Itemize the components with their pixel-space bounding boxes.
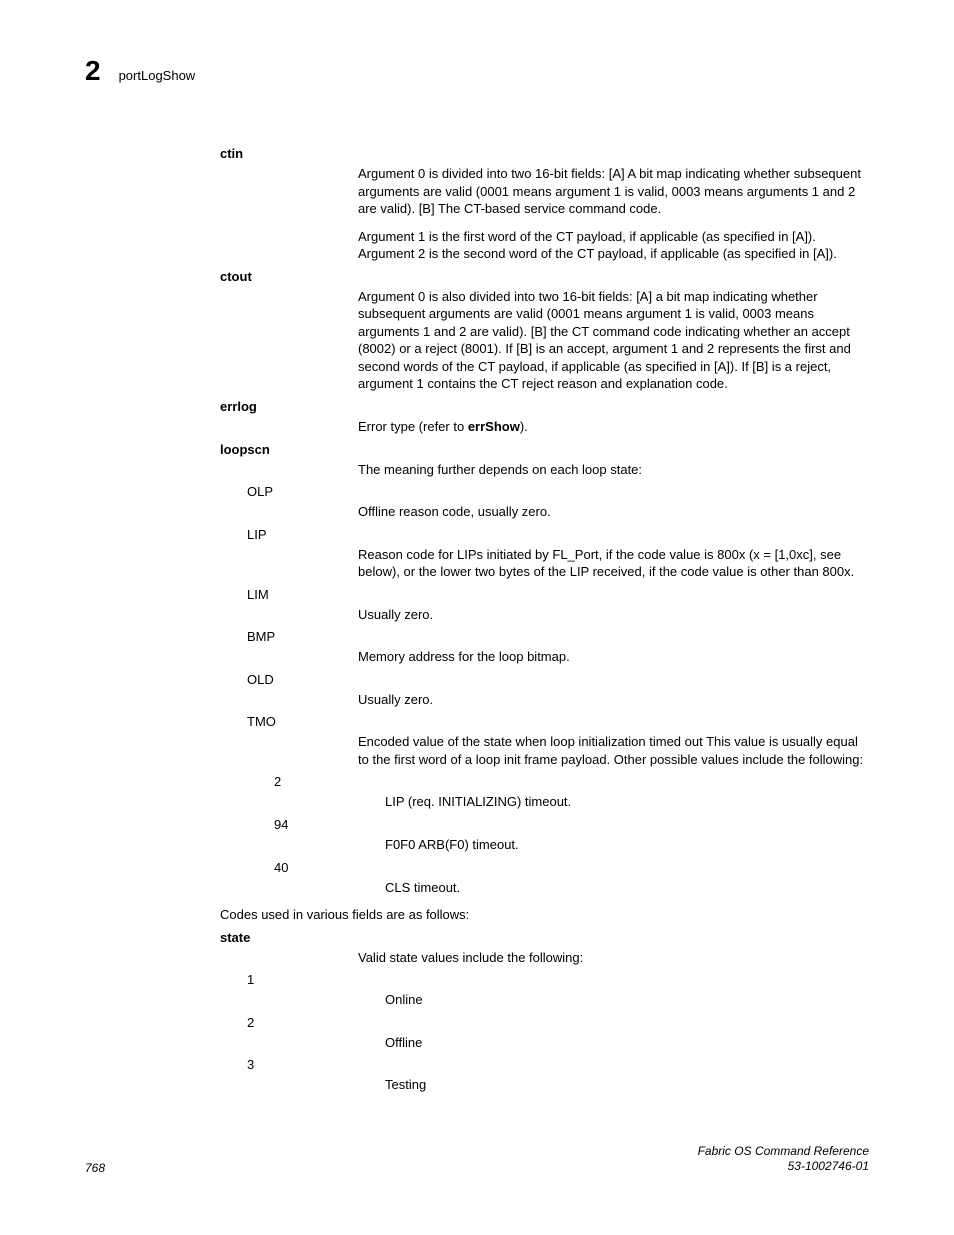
chapter-number: 2 bbox=[85, 55, 101, 87]
term-state: state bbox=[220, 930, 870, 945]
errlog-ref: errShow bbox=[468, 419, 520, 434]
subterm-state-1: 1 bbox=[247, 972, 870, 987]
desc-tmo-40: CLS timeout. bbox=[385, 879, 870, 897]
desc-ctin-p2: Argument 1 is the first word of the CT p… bbox=[358, 228, 870, 263]
subterm-tmo-2: 2 bbox=[274, 774, 870, 789]
subterm-tmo-40: 40 bbox=[274, 860, 870, 875]
desc-ctin-p1: Argument 0 is divided into two 16-bit fi… bbox=[358, 165, 870, 218]
subterm-tmo: TMO bbox=[247, 714, 870, 729]
desc-olp: Offline reason code, usually zero. bbox=[358, 503, 870, 521]
term-ctout: ctout bbox=[220, 269, 870, 284]
desc-lip: Reason code for LIPs initiated by FL_Por… bbox=[358, 546, 870, 581]
footer-right: Fabric OS Command Reference 53-1002746-0… bbox=[698, 1144, 869, 1175]
subterm-old: OLD bbox=[247, 672, 870, 687]
desc-tmo-2: LIP (req. INITIALIZING) timeout. bbox=[385, 793, 870, 811]
desc-state-intro: Valid state values include the following… bbox=[358, 949, 870, 967]
desc-old: Usually zero. bbox=[358, 691, 870, 709]
term-errlog: errlog bbox=[220, 399, 870, 414]
desc-state-3: Testing bbox=[385, 1076, 870, 1094]
subterm-lim: LIM bbox=[247, 587, 870, 602]
codes-intro: Codes used in various fields are as foll… bbox=[220, 906, 870, 924]
desc-loopscn-intro: The meaning further depends on each loop… bbox=[358, 461, 870, 479]
desc-tmo-94: F0F0 ARB(F0) timeout. bbox=[385, 836, 870, 854]
desc-ctout: Argument 0 is also divided into two 16-b… bbox=[358, 288, 870, 393]
desc-tmo: Encoded value of the state when loop ini… bbox=[358, 733, 870, 768]
subterm-lip: LIP bbox=[247, 527, 870, 542]
desc-state-2: Offline bbox=[385, 1034, 870, 1052]
doc-title: Fabric OS Command Reference bbox=[698, 1144, 869, 1160]
errlog-prefix: Error type (refer to bbox=[358, 419, 468, 434]
page-number: 768 bbox=[85, 1161, 105, 1175]
desc-errlog: Error type (refer to errShow). bbox=[358, 418, 870, 436]
term-loopscn: loopscn bbox=[220, 442, 870, 457]
subterm-state-2: 2 bbox=[247, 1015, 870, 1030]
header-title: portLogShow bbox=[119, 68, 196, 83]
subterm-bmp: BMP bbox=[247, 629, 870, 644]
errlog-suffix: ). bbox=[520, 419, 528, 434]
desc-bmp: Memory address for the loop bitmap. bbox=[358, 648, 870, 666]
content-body: ctin Argument 0 is divided into two 16-b… bbox=[220, 140, 870, 1096]
subterm-tmo-94: 94 bbox=[274, 817, 870, 832]
doc-id: 53-1002746-01 bbox=[698, 1159, 869, 1175]
subterm-state-3: 3 bbox=[247, 1057, 870, 1072]
desc-lim: Usually zero. bbox=[358, 606, 870, 624]
desc-state-1: Online bbox=[385, 991, 870, 1009]
term-ctin: ctin bbox=[220, 146, 870, 161]
subterm-olp: OLP bbox=[247, 484, 870, 499]
page-header: 2 portLogShow bbox=[85, 55, 195, 87]
